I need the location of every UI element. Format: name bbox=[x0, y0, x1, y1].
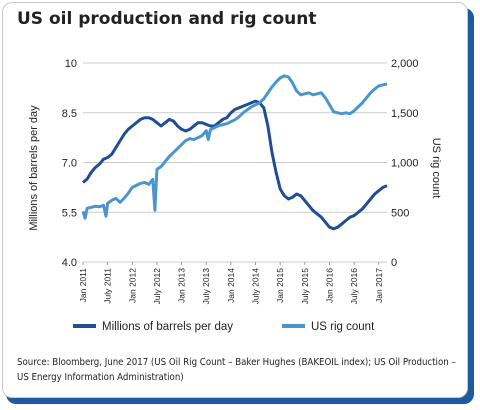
x-ticks: Jan 2011 July 2011 Jan 2012 July 2012 Jan 20… bbox=[78, 262, 384, 304]
chart-card: US oil production and rig count 4.0 5.5 7.… bbox=[2, 2, 468, 398]
y-right-ticks: 0 500 1,000 1,500 2,000 bbox=[391, 58, 419, 269]
x-tick-label: Jan 2012 bbox=[127, 268, 137, 303]
x-tick-label: July 2011 bbox=[103, 268, 113, 304]
production-line bbox=[82, 99, 388, 231]
y-left-ticks: 4.0 5.5 7.0 8.5 10 bbox=[62, 58, 77, 269]
x-tick-label: July 2015 bbox=[300, 268, 310, 305]
x-tick-label: July 2014 bbox=[251, 268, 261, 305]
chart-title: US oil production and rig count bbox=[17, 9, 317, 29]
y-right-axis-label: US rig count bbox=[430, 138, 442, 199]
y-right-tick-label: 0 bbox=[391, 257, 397, 269]
series-rigs bbox=[81, 74, 388, 220]
x-tick-label: Jan 2011 bbox=[78, 268, 88, 303]
y-right-tick-label: 1,500 bbox=[391, 108, 419, 120]
rig-count-line bbox=[81, 74, 388, 220]
chart-svg: 4.0 5.5 7.0 8.5 10 0 500 1,000 1,500 2,000 Jan 2… bbox=[28, 58, 442, 333]
y-left-tick-label: 8.5 bbox=[62, 108, 77, 120]
x-tick-label: Jan 2014 bbox=[226, 268, 236, 303]
y-left-tick-label: 4.0 bbox=[62, 257, 77, 269]
x-tick-label: Jan 2016 bbox=[324, 268, 334, 303]
x-tick-label: Jan 2017 bbox=[374, 268, 384, 303]
x-tick-label: July 2012 bbox=[152, 268, 162, 305]
series-production bbox=[82, 99, 388, 231]
x-tick-label: July 2013 bbox=[201, 268, 211, 305]
y-left-tick-label: 5.5 bbox=[62, 207, 77, 219]
x-tick-label: Jan 2015 bbox=[275, 268, 285, 303]
legend: Millions of barrels per day US rig count bbox=[73, 321, 375, 333]
y-right-tick-label: 1,000 bbox=[391, 158, 419, 170]
x-tick-label: July 2016 bbox=[349, 268, 359, 305]
legend-label-production: Millions of barrels per day bbox=[102, 321, 233, 333]
source-note: Source: Bloomberg, June 2017 (US Oil Rig… bbox=[17, 357, 456, 383]
legend-label-rigs: US rig count bbox=[311, 321, 375, 333]
y-right-tick-label: 500 bbox=[391, 207, 409, 219]
y-left-tick-label: 7.0 bbox=[62, 158, 77, 170]
x-tick-label: Jan 2013 bbox=[177, 268, 187, 303]
grid-lines bbox=[83, 62, 387, 263]
y-left-tick-label: 10 bbox=[65, 58, 77, 70]
y-right-tick-label: 2,000 bbox=[391, 58, 419, 70]
y-left-axis-label: Millions of barrels per day bbox=[28, 105, 40, 231]
